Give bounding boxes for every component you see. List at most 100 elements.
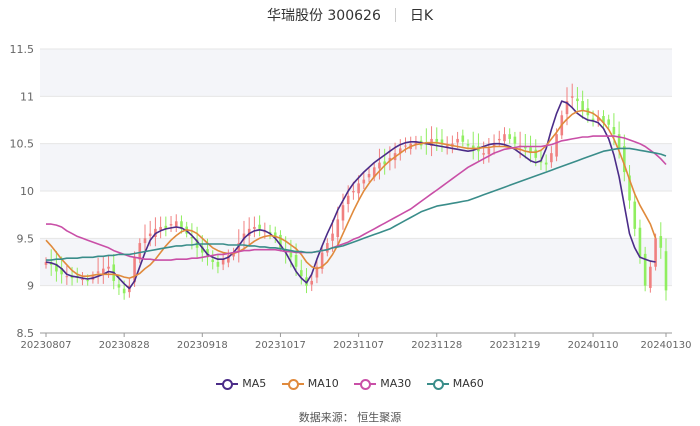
candle-body xyxy=(232,252,235,257)
legend-label-ma5: MA5 xyxy=(242,377,267,390)
candle-body xyxy=(253,226,256,229)
title-separator xyxy=(394,8,396,22)
x-tick-label: 20230918 xyxy=(177,340,228,351)
candle-body xyxy=(65,276,69,278)
candle-body xyxy=(70,276,74,279)
candle-body xyxy=(435,138,439,142)
y-tick-label: 10.5 xyxy=(10,138,35,151)
candle-body xyxy=(456,138,459,143)
candle-body xyxy=(227,255,230,263)
chart-title: 华瑞股份 300626 日K xyxy=(0,6,700,26)
line-ma5 xyxy=(45,100,656,290)
candle-body xyxy=(445,145,449,148)
candle-body xyxy=(102,268,105,274)
candle-body xyxy=(617,134,621,149)
candle-body xyxy=(664,251,668,291)
candle-body xyxy=(602,116,605,123)
candle-body xyxy=(221,259,225,265)
line-ma30 xyxy=(46,135,667,261)
x-tick-label: 20231219 xyxy=(489,340,540,351)
candle-body xyxy=(55,263,58,272)
candle-body xyxy=(372,167,376,178)
legend-item-ma5[interactable]: MA5 xyxy=(216,377,266,390)
candle-body xyxy=(529,147,532,154)
candle-body xyxy=(331,233,334,241)
legend-item-ma10[interactable]: MA10 xyxy=(281,377,339,390)
candle-body xyxy=(211,259,215,262)
period-label: 日K xyxy=(409,8,434,24)
candle-body xyxy=(466,144,470,146)
candle-body xyxy=(60,268,63,275)
x-tick-label: 20240130 xyxy=(641,340,692,351)
candle-body xyxy=(497,138,501,141)
candle-body xyxy=(279,234,282,248)
y-tick-label: 11.5 xyxy=(10,43,35,56)
candle-body xyxy=(352,191,355,193)
candle-body xyxy=(565,101,569,115)
candle-body xyxy=(326,243,329,253)
candle-body xyxy=(242,233,246,240)
line-ma10 xyxy=(45,109,657,279)
candle-body xyxy=(633,201,637,229)
x-tick-label: 20240110 xyxy=(568,340,619,351)
y-tick-label: 8.5 xyxy=(17,327,35,340)
candle-body xyxy=(643,253,647,286)
candle-body xyxy=(180,221,183,229)
x-tick-label: 20231107 xyxy=(333,340,384,351)
candle-body xyxy=(471,145,475,149)
candle-body xyxy=(581,101,584,111)
x-tick-label: 20231017 xyxy=(255,340,306,351)
legend-item-ma60[interactable]: MA60 xyxy=(426,377,484,390)
candle-body xyxy=(482,153,485,155)
legend-marker-ma60 xyxy=(426,378,449,390)
candle-body xyxy=(190,237,194,239)
candle-body xyxy=(487,148,491,155)
grid-band xyxy=(40,143,672,191)
candle-body xyxy=(133,257,136,283)
y-tick-label: 11 xyxy=(20,90,34,103)
y-tick-label: 10 xyxy=(20,185,34,198)
x-tick-label: 20230828 xyxy=(99,340,150,351)
x-tick-label: 20231128 xyxy=(411,340,462,351)
candle-body xyxy=(492,143,496,148)
candle-body xyxy=(49,263,53,265)
candle-body xyxy=(315,266,319,278)
candle-body xyxy=(81,279,84,281)
candle-body xyxy=(273,232,277,239)
y-tick-label: 9 xyxy=(27,280,34,293)
candle-body xyxy=(383,161,386,165)
legend-marker-ma10 xyxy=(281,378,304,390)
candle-body xyxy=(346,195,350,205)
plot-background xyxy=(40,49,672,286)
legend-item-ma30[interactable]: MA30 xyxy=(354,377,411,390)
candle-body xyxy=(534,149,538,158)
candle-body xyxy=(623,146,626,173)
candle-body xyxy=(378,162,381,169)
candle-body xyxy=(44,262,48,265)
legend-label-ma30: MA30 xyxy=(380,377,412,390)
candle-body xyxy=(336,219,340,238)
candle-body xyxy=(461,135,465,142)
candle-body xyxy=(96,271,100,273)
x-tick-label: 20230807 xyxy=(21,340,72,351)
candle-body xyxy=(544,162,548,165)
legend-marker-ma5 xyxy=(216,378,239,390)
moving-average-lines xyxy=(45,100,667,290)
candle-body xyxy=(659,236,663,248)
candle-body xyxy=(310,280,314,285)
candle-body xyxy=(174,221,178,227)
candle-body xyxy=(503,134,506,142)
legend-label-ma60: MA60 xyxy=(452,377,484,390)
legend: MA5 MA10 MA30 MA60 xyxy=(0,377,700,395)
candle-body xyxy=(320,252,324,270)
candle-body xyxy=(148,233,152,237)
candle-body xyxy=(612,127,616,135)
candle-body xyxy=(570,96,574,98)
candle-body xyxy=(237,243,241,252)
candle-body xyxy=(440,139,444,144)
candle-body xyxy=(201,246,204,253)
x-axis: 20230807 20230828 20230918 20231017 20231107… xyxy=(21,332,692,351)
candle-body xyxy=(138,243,142,260)
candle-body xyxy=(86,280,89,282)
